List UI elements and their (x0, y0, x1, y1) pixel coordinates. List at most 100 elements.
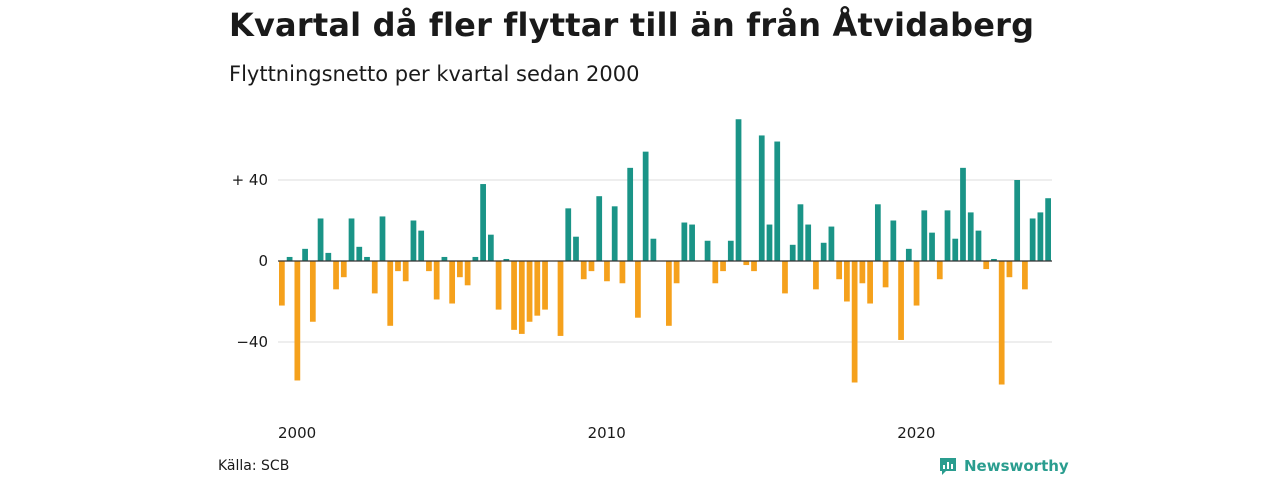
bar (882, 261, 889, 288)
brand[interactable]: Newsworthy (938, 456, 1069, 476)
bar (844, 261, 850, 302)
bar (1045, 198, 1051, 261)
gridlines (278, 179, 1052, 343)
bar (758, 135, 765, 261)
bar (960, 167, 966, 261)
bar (774, 141, 781, 261)
x-tick-label: 2000 (278, 424, 316, 442)
bar (302, 248, 308, 261)
bar (666, 261, 672, 326)
bar (495, 261, 502, 310)
bar (967, 212, 974, 261)
bar (1006, 261, 1013, 278)
bar (650, 238, 657, 261)
bar (410, 220, 417, 261)
bars (279, 119, 1051, 385)
bar (936, 261, 943, 280)
bar (371, 261, 378, 294)
bar (348, 218, 355, 261)
bar (286, 256, 293, 261)
bar (859, 261, 866, 284)
bar (604, 261, 610, 282)
bar (704, 240, 711, 261)
bar (309, 261, 316, 322)
bar (464, 261, 471, 286)
bar (735, 119, 742, 261)
source-note: Källa: SCB (218, 458, 290, 474)
bar (534, 261, 541, 316)
bar (975, 230, 982, 262)
bar (1029, 218, 1036, 261)
bar (472, 256, 479, 261)
bar (317, 218, 324, 261)
brand-name: Newsworthy (964, 457, 1069, 475)
y-tick-label: −40 (236, 333, 268, 351)
bar (727, 240, 734, 261)
bar (333, 261, 339, 290)
bar (867, 261, 873, 304)
bar (898, 261, 904, 340)
bar (279, 261, 285, 306)
y-axis-labels: + 40 0 −40 (232, 171, 268, 351)
bar (518, 261, 525, 334)
bar (874, 204, 881, 261)
bar (782, 261, 788, 294)
bar (983, 261, 990, 270)
bar (1022, 261, 1028, 290)
bar (1014, 180, 1021, 261)
bar (364, 256, 370, 261)
bar (944, 210, 951, 262)
bar (921, 210, 928, 262)
bar (503, 258, 510, 261)
bar (890, 220, 897, 261)
bar (611, 206, 618, 261)
bar (356, 246, 363, 261)
bar (387, 261, 394, 326)
bar (325, 252, 332, 261)
bar (905, 248, 912, 261)
bar (457, 261, 463, 278)
bar (991, 258, 997, 261)
bar (929, 232, 935, 261)
bar (828, 226, 835, 261)
bar (449, 261, 456, 304)
newsworthy-logo-icon (940, 458, 956, 475)
x-tick-label: 2010 (588, 424, 626, 442)
bar (379, 216, 386, 261)
bar (433, 261, 440, 300)
bar (751, 261, 757, 272)
bar (851, 261, 858, 383)
bar (580, 261, 587, 280)
bar (797, 204, 804, 261)
chart-title: Kvartal då fler flyttar till än från Åtv… (229, 6, 1035, 44)
bar (836, 261, 843, 280)
bar (627, 167, 634, 261)
bar (789, 244, 796, 261)
bar (588, 261, 595, 272)
bar (565, 208, 572, 261)
bar (402, 261, 409, 282)
bar (998, 261, 1005, 385)
bar (635, 261, 641, 318)
bar (340, 261, 347, 278)
bar (1037, 212, 1044, 261)
bar (712, 261, 719, 284)
bar (596, 196, 603, 261)
bar (487, 234, 494, 261)
bar (557, 261, 564, 336)
bar (720, 261, 726, 272)
bar (542, 261, 548, 310)
bar (511, 261, 517, 330)
bar (426, 261, 432, 272)
y-tick-label: 0 (258, 252, 268, 270)
x-tick-label: 2020 (897, 424, 935, 442)
bar (418, 230, 425, 262)
bar (642, 151, 649, 261)
bar (766, 224, 773, 261)
bar (913, 261, 920, 306)
bar (805, 224, 812, 261)
bar (619, 261, 626, 284)
bar (689, 224, 695, 261)
bar (743, 261, 750, 266)
